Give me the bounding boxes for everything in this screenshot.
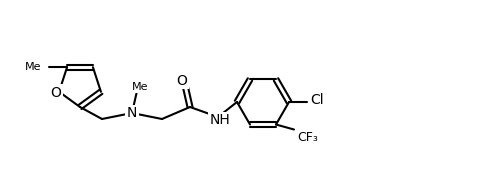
Text: O: O <box>51 86 62 100</box>
Text: N: N <box>127 106 137 120</box>
Text: Cl: Cl <box>310 93 324 107</box>
Text: O: O <box>177 74 187 88</box>
Text: NH: NH <box>210 113 230 127</box>
Text: Me: Me <box>132 82 148 92</box>
Text: CF₃: CF₃ <box>298 131 318 144</box>
Text: Me: Me <box>25 62 41 72</box>
